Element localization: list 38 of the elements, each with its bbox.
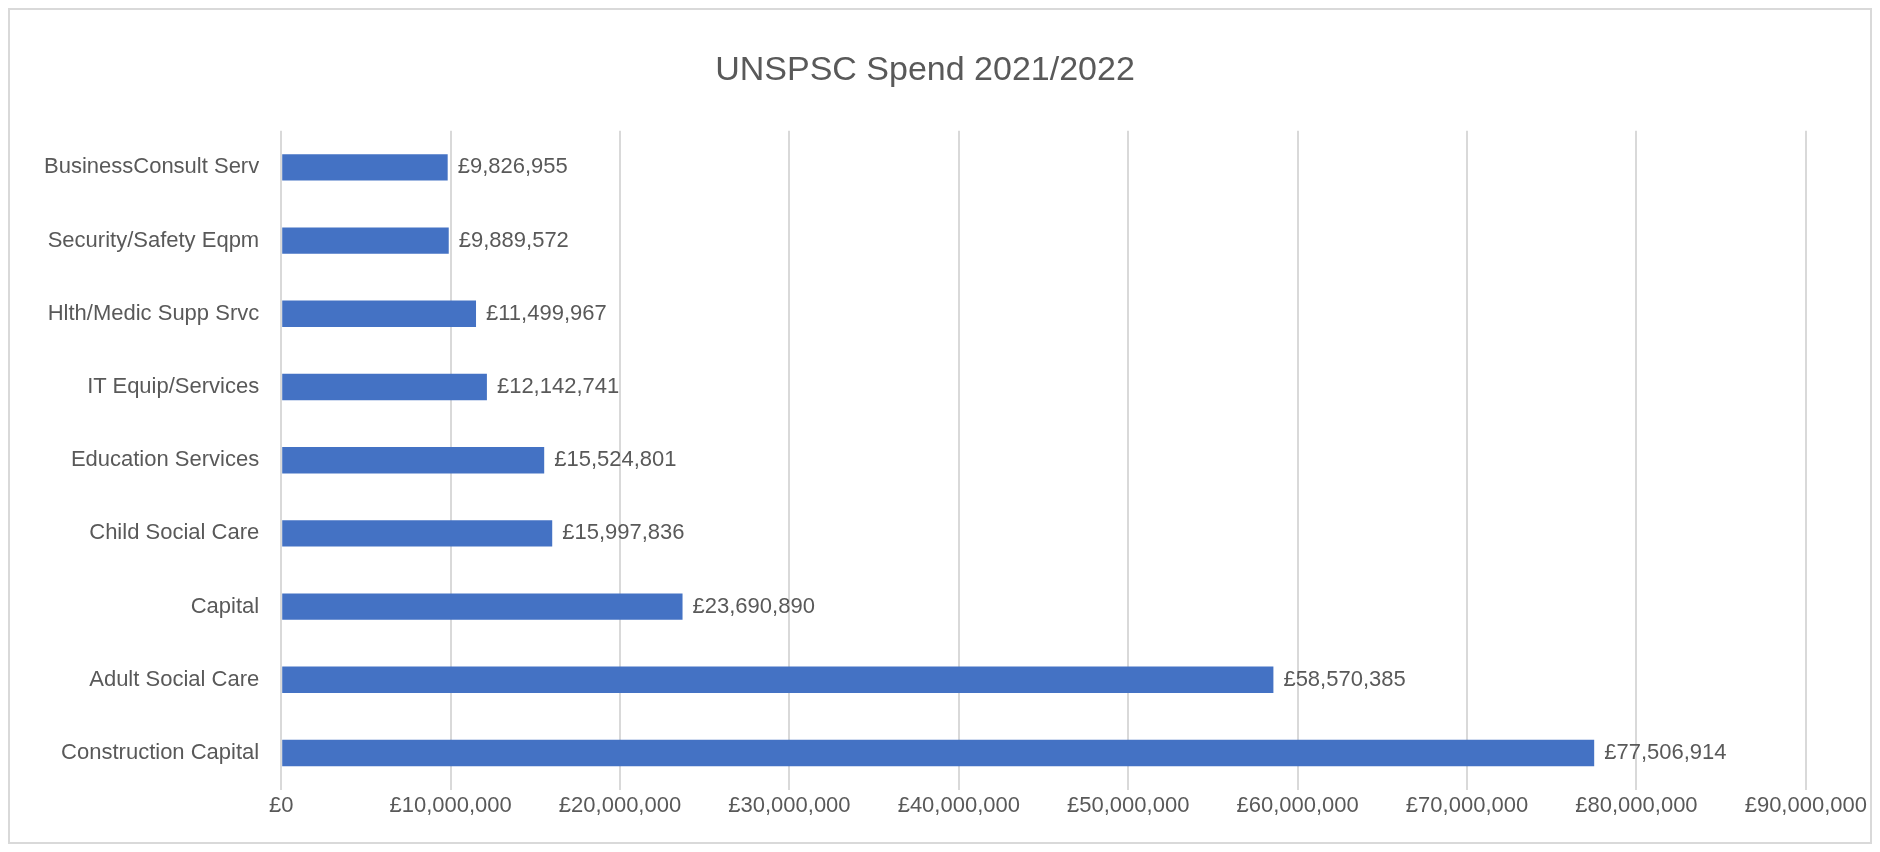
y-tick-label: Child Social Care (89, 519, 260, 545)
bar (282, 666, 1274, 693)
x-tick-label: £20,000,000 (558, 791, 682, 817)
data-label: £58,570,385 (1283, 665, 1406, 691)
data-label: £15,997,836 (562, 519, 685, 545)
data-label: £12,142,741 (496, 373, 620, 399)
data-label: £9,889,572 (458, 226, 569, 252)
bar (282, 739, 1595, 767)
x-tick-label: £50,000,000 (1067, 791, 1190, 817)
chart-title: UNSPSC Spend 2021/2022 (715, 48, 1135, 87)
bar (282, 300, 477, 327)
y-tick-label: Education Services (70, 446, 260, 472)
x-tick-label: £40,000,000 (897, 791, 1020, 817)
y-tick-label: Capital (190, 592, 260, 618)
data-label: £11,499,967 (486, 299, 607, 325)
x-tick-label: £30,000,000 (728, 791, 851, 817)
bar (282, 227, 449, 254)
y-tick-label: Hlth/Medic Supp Srvc (47, 299, 260, 325)
x-tick-label: £60,000,000 (1236, 791, 1359, 817)
data-label: £9,826,955 (457, 153, 568, 179)
bar (282, 154, 448, 181)
y-tick-label: IT Equip/Services (87, 373, 260, 399)
data-label: £15,524,801 (554, 446, 677, 472)
y-tick-label: BusinessConsult Serv (43, 153, 260, 179)
x-tick-label: £0 (268, 791, 294, 817)
bar (282, 447, 545, 474)
data-label: £77,506,914 (1604, 739, 1727, 765)
data-label: £23,690,890 (692, 592, 815, 618)
x-tick-label: £10,000,000 (389, 791, 512, 817)
x-tick-label: £80,000,000 (1575, 791, 1698, 817)
y-tick-label: Adult Social Care (89, 665, 260, 691)
x-tick-label: £90,000,000 (1744, 791, 1867, 817)
bar (282, 373, 487, 401)
y-tick-label: Construction Capital (61, 739, 260, 765)
bar (282, 593, 683, 620)
x-tick-label: £70,000,000 (1405, 791, 1529, 817)
bar (282, 520, 553, 547)
y-tick-label: Security/Safety Eqpm (47, 226, 260, 252)
